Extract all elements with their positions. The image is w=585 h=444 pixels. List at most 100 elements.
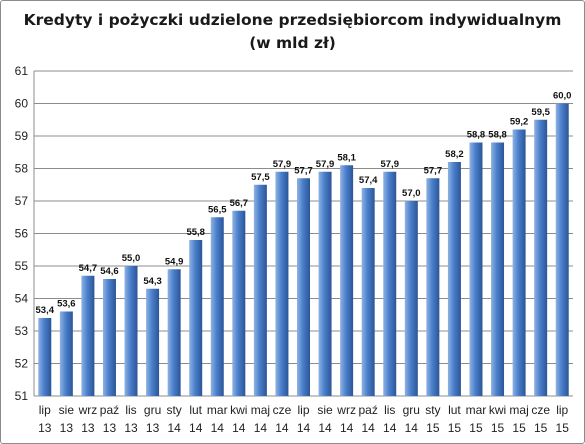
bar <box>189 240 203 396</box>
x-tick-label-year: 14 <box>189 421 203 435</box>
x-tick-label-month: paź <box>359 403 378 417</box>
bar <box>102 279 116 396</box>
x-tick-label-year: 15 <box>448 421 462 435</box>
bar <box>426 178 440 396</box>
data-label: 59,2 <box>510 117 529 128</box>
bar <box>253 184 267 396</box>
x-tick-label-year: 14 <box>167 421 181 435</box>
x-tick-label-year: 14 <box>232 421 246 435</box>
x-tick-label-month: kwi <box>489 403 506 417</box>
x-tick-label-year: 14 <box>383 421 397 435</box>
x-tick-label-month: lis <box>384 403 395 417</box>
bar <box>491 142 505 396</box>
x-tick-label-year: 14 <box>340 421 354 435</box>
x-tick-label-year: 14 <box>362 421 376 435</box>
x-tick-label-month: paź <box>100 403 119 417</box>
x-tick-label-year: 14 <box>318 421 332 435</box>
data-label: 54,7 <box>79 263 98 274</box>
y-tick-label: 56 <box>15 227 29 241</box>
x-tick-label-month: cze <box>273 403 292 417</box>
data-label: 56,7 <box>230 198 249 209</box>
data-label: 55,0 <box>122 253 141 264</box>
x-tick-label-year: 13 <box>81 421 95 435</box>
x-tick-label-month: lip <box>556 403 568 417</box>
bar <box>59 311 73 396</box>
bar <box>146 288 160 396</box>
data-label: 58,1 <box>337 152 356 163</box>
data-label: 57,5 <box>251 172 270 183</box>
x-tick-label-month: sty <box>425 403 440 417</box>
x-tick-label-year: 15 <box>491 421 505 435</box>
y-tick-label: 54 <box>15 292 29 306</box>
x-tick-label-year: 13 <box>60 421 74 435</box>
x-tick-label-month: mar <box>207 403 228 417</box>
data-label: 57,9 <box>380 159 399 170</box>
data-label: 53,4 <box>36 305 55 316</box>
x-tick-label-year: 14 <box>275 421 289 435</box>
x-tick-label-year: 15 <box>512 421 526 435</box>
x-tick-label-year: 15 <box>556 421 570 435</box>
x-tick-label-month: sie <box>317 403 333 417</box>
bar <box>38 318 52 396</box>
x-tick-label-month: lut <box>448 403 461 417</box>
x-tick-label-month: lip <box>39 403 51 417</box>
x-tick-label-month: wrz <box>78 403 98 417</box>
y-tick-label: 52 <box>15 357 29 371</box>
x-tick-label-month: sie <box>59 403 75 417</box>
chart-title: Kredyty i pożyczki udzielone przedsiębio… <box>23 11 562 52</box>
data-label: 54,6 <box>100 266 119 277</box>
y-tick-label: 60 <box>15 97 29 111</box>
data-label: 58,8 <box>488 130 507 141</box>
x-tick-label-year: 14 <box>254 421 268 435</box>
x-tick-label-month: maj <box>509 403 528 417</box>
x-tick-label-year: 14 <box>405 421 419 435</box>
bar <box>81 275 95 396</box>
data-label: 57,4 <box>359 175 378 186</box>
data-label: 57,7 <box>294 165 313 176</box>
x-tick-label-year: 14 <box>297 421 311 435</box>
bar <box>383 171 397 396</box>
data-label: 57,7 <box>424 165 443 176</box>
bar <box>275 171 289 396</box>
bar <box>318 171 332 396</box>
bar <box>361 188 375 396</box>
x-tick-label-month: mar <box>466 403 487 417</box>
data-label: 57,9 <box>316 159 335 170</box>
bar <box>555 103 569 396</box>
x-tick-label-year: 15 <box>426 421 440 435</box>
x-tick-label-year: 15 <box>534 421 548 435</box>
data-label: 56,5 <box>208 204 227 215</box>
x-tick-label-year: 15 <box>469 421 483 435</box>
data-label: 60,0 <box>553 91 572 102</box>
x-tick-label-month: gru <box>403 403 420 417</box>
y-tick-label: 59 <box>15 129 29 143</box>
data-label: 53,6 <box>57 299 76 310</box>
x-tick-label-year: 13 <box>124 421 138 435</box>
bar <box>469 142 483 396</box>
data-label: 55,8 <box>186 227 205 238</box>
data-label: 54,9 <box>165 256 184 267</box>
x-tick-label-month: lis <box>125 403 136 417</box>
bar <box>297 178 310 396</box>
bar <box>447 162 461 396</box>
data-label: 58,2 <box>445 149 464 160</box>
bar <box>512 129 526 396</box>
x-tick-label-month: kwi <box>230 403 247 417</box>
data-label: 59,5 <box>531 107 550 118</box>
bar <box>167 269 181 396</box>
data-label: 58,8 <box>467 130 486 141</box>
bar <box>124 266 138 396</box>
x-tick-label-month: maj <box>251 403 270 417</box>
bar <box>210 217 224 396</box>
y-tick-label: 55 <box>15 259 29 273</box>
y-tick-label: 51 <box>15 389 29 403</box>
x-tick-label-month: sty <box>166 403 181 417</box>
y-tick-label: 61 <box>15 64 29 78</box>
bar <box>340 165 354 396</box>
y-tick-label: 57 <box>15 194 29 208</box>
x-tick-label-month: wrz <box>336 403 356 417</box>
x-tick-label-month: lut <box>189 403 202 417</box>
x-tick-label-year: 13 <box>146 421 160 435</box>
